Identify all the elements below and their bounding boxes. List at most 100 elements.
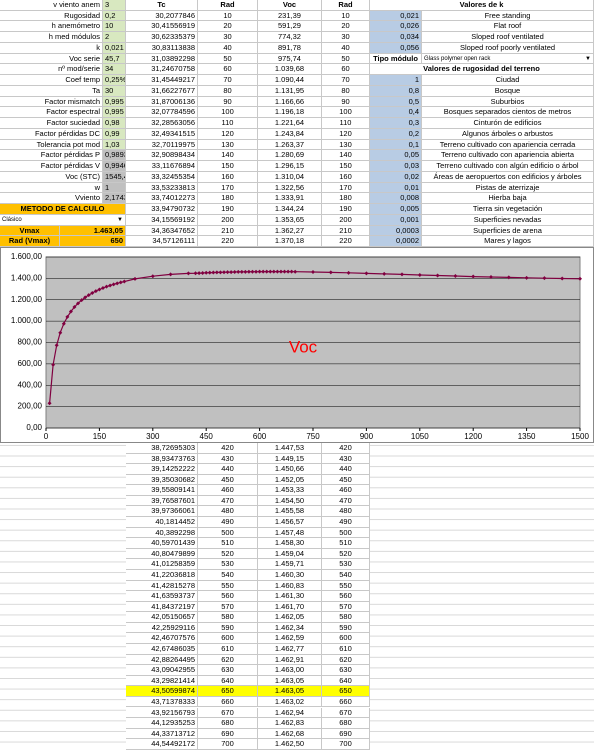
table-cell: 1.131,95 [258, 85, 322, 97]
table-cell: 590 [198, 622, 258, 634]
data-point [261, 269, 266, 274]
table-cell: 190 [322, 204, 370, 215]
table-cell: 170 [322, 182, 370, 194]
table-cell: 480 [322, 506, 370, 518]
roughness-header: Valores de rugosidad del terreno [370, 64, 594, 76]
x-tick-label: 1200 [464, 432, 482, 441]
table-cell: 40 [198, 42, 258, 54]
table-cell: 1.039,68 [258, 64, 322, 76]
data-point [489, 274, 493, 279]
data-point [54, 343, 59, 348]
table-cell: 30,83113838 [126, 42, 198, 54]
data-point [76, 301, 81, 306]
table-cell: 1.459,04 [258, 548, 322, 560]
table-cell: 640 [198, 675, 258, 687]
table-cell: 32,28563056 [126, 118, 198, 129]
table-cell: 1.370,18 [258, 236, 322, 247]
data-point [232, 269, 237, 274]
roughness-description: Terreno cultivado con apariencia cerrada [422, 139, 594, 151]
table-cell: 591,29 [258, 21, 322, 33]
module-dropdown[interactable]: Glass polymer open rack ▼ [422, 53, 594, 65]
table-cell: 50 [198, 53, 258, 65]
data-point [257, 269, 262, 274]
table-cell: 630 [322, 665, 370, 676]
roughness-description: Pistas de aterrizaje [422, 182, 594, 194]
roughness-description: Suburbios [422, 96, 594, 108]
table-cell: 43,92156793 [126, 707, 198, 719]
table-cell: 1.449,15 [258, 453, 322, 465]
table-cell: 550 [322, 580, 370, 592]
roughness-value: 0,001 [370, 214, 422, 226]
table-cell: 33,94790732 [126, 204, 198, 215]
table-cell: 180 [198, 193, 258, 205]
data-point [243, 269, 248, 274]
table-cell: 210 [322, 225, 370, 237]
table-cell: 44,12935253 [126, 718, 198, 729]
roughness-value: 1 [370, 75, 422, 86]
method-dropdown[interactable]: Clásico ▼ [0, 214, 126, 226]
data-point [282, 269, 287, 274]
table-cell: 41,84372197 [126, 601, 198, 613]
table-cell: 32,07784596 [126, 107, 198, 119]
x-tick-label: 300 [146, 432, 160, 441]
table-cell: 680 [198, 718, 258, 729]
table-cell: 700 [198, 739, 258, 750]
k-value: 0,021 [370, 10, 422, 22]
table-cell: 620 [322, 654, 370, 666]
table-cell: 470 [322, 495, 370, 507]
table-cell: 420 [322, 443, 370, 454]
table-cell: 20 [322, 21, 370, 33]
table-cell: 1.362,27 [258, 225, 322, 237]
table-cell: 60 [322, 64, 370, 76]
data-point [364, 271, 369, 276]
table-cell: 1.455,58 [258, 506, 322, 518]
data-point [90, 290, 95, 295]
table-cell: 40 [322, 42, 370, 54]
table-cell: 43,50599874 [126, 686, 198, 697]
table-cell: 530 [198, 559, 258, 570]
k-description: Sloped roof poorly ventilated [422, 42, 594, 54]
table-cell: 590 [322, 622, 370, 634]
table-cell: 1.322,56 [258, 182, 322, 194]
table-cell: 170 [198, 182, 258, 194]
table-cell: 600 [322, 633, 370, 645]
table-cell: 33,53233813 [126, 182, 198, 194]
result-value: 650 [60, 236, 126, 247]
x-tick-label: 900 [360, 432, 374, 441]
table-cell: 460 [198, 485, 258, 496]
data-point [229, 270, 234, 275]
chart-annotation: Voc [289, 337, 318, 356]
y-tick-label: 0,00 [26, 423, 42, 432]
table-cell: 1.460,83 [258, 580, 322, 592]
roughness-value: 0,0003 [370, 225, 422, 237]
table-cell: 700 [322, 739, 370, 750]
table-cell: 1.457,48 [258, 527, 322, 539]
data-point [268, 269, 273, 274]
table-cell: 200 [198, 214, 258, 226]
table-cell: 43,09042955 [126, 665, 198, 676]
table-cell: 560 [322, 591, 370, 602]
table-cell: 610 [322, 644, 370, 655]
table-cell: 40,1814452 [126, 517, 198, 528]
table-cell: 660 [198, 696, 258, 708]
roughness-description: Cinturón de edificios [422, 118, 594, 129]
param-value: 0,989337923 [103, 150, 126, 162]
table-cell: 1.463,02 [258, 696, 322, 708]
roughness-description: Superficies nevadas [422, 214, 594, 226]
table-cell: 20 [198, 21, 258, 33]
dropdown-arrow: ▼ [117, 216, 123, 223]
table-cell: 200 [322, 214, 370, 226]
table-cell: 490 [198, 517, 258, 528]
table-cell: 1.462,59 [258, 633, 322, 645]
table-cell: 470 [198, 495, 258, 507]
data-point [86, 293, 91, 298]
data-point [382, 271, 387, 276]
data-point [506, 275, 511, 280]
param-label: Voc (STC) [0, 171, 103, 183]
table-cell: 891,78 [258, 42, 322, 54]
table-cell: 30,62335379 [126, 32, 198, 43]
table-cell: 80 [198, 85, 258, 97]
table-cell: 650 [322, 686, 370, 697]
table-cell: 43,71378333 [126, 696, 198, 708]
